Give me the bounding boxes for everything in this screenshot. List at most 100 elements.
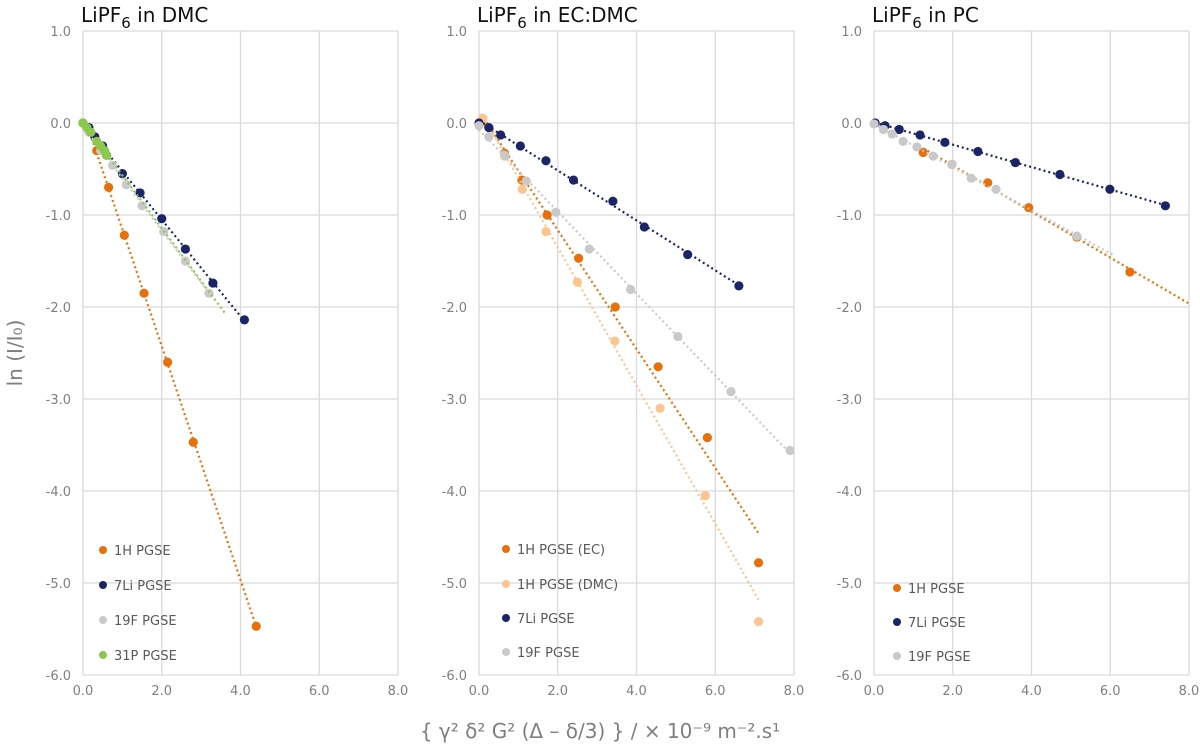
data-point (639, 222, 649, 232)
panel-title: LiPF6 in PC (872, 3, 979, 32)
data-point (947, 159, 957, 169)
y-tick-label: 0.0 (50, 117, 71, 132)
x-tick-label: 4.0 (1021, 684, 1042, 699)
y-tick-label: -3.0 (442, 393, 467, 408)
data-point (474, 121, 484, 131)
data-point (1105, 184, 1115, 194)
x-tick-label: 0.0 (469, 684, 490, 699)
y-tick-label: -1.0 (442, 209, 467, 224)
legend-label: 7Li PGSE (114, 579, 172, 594)
data-point (625, 284, 636, 295)
data-point (610, 302, 620, 312)
data-point (139, 288, 149, 298)
legend-marker (502, 614, 510, 622)
data-point (568, 175, 579, 185)
data-point (918, 147, 928, 158)
data-point (102, 150, 112, 160)
y-tick-label: -5.0 (442, 577, 467, 592)
data-point (894, 124, 904, 135)
y-tick-label: 0.0 (446, 117, 467, 132)
x-tick-label: 8.0 (1179, 684, 1200, 699)
data-point (869, 119, 879, 129)
data-point (655, 403, 665, 413)
legend-label: 7Li PGSE (517, 612, 575, 627)
data-point (107, 160, 118, 170)
data-point (1010, 157, 1020, 168)
title-main: LiPF (872, 3, 912, 27)
data-point (683, 249, 693, 260)
data-point (521, 176, 531, 186)
series-1h-pgse-dmc- (478, 113, 764, 627)
y-tick-label: -1.0 (46, 209, 71, 224)
data-point (753, 558, 764, 568)
data-point (1055, 169, 1065, 180)
x-tick-label: 6.0 (705, 684, 726, 699)
x-tick-label: 8.0 (784, 684, 805, 699)
data-point (572, 277, 583, 287)
series-1h-pgse-ec- (476, 113, 764, 568)
panel-2: 0.0 2.0 4.0 6.0 8.0 1.0 0.0 -1.0 -2.0 -3.0 -4.0 -5.… (442, 3, 805, 699)
trendline (480, 113, 760, 534)
data-point (753, 617, 764, 627)
y-tick-label: -4.0 (837, 485, 862, 500)
data-point (966, 173, 976, 183)
y-axis-label: ln (I/I₀) (3, 320, 27, 387)
data-point (1072, 231, 1082, 241)
y-tick-label: -6.0 (442, 669, 467, 684)
y-tick-label: -4.0 (442, 485, 467, 500)
data-point (1160, 201, 1170, 211)
panel-3: 0.0 2.0 4.0 6.0 8.0 1.0 0.0 -1.0 -2.0 -3.0 -4.0 -5.… (837, 3, 1200, 699)
legend-label: 31P PGSE (114, 649, 177, 664)
legend-marker (502, 580, 510, 588)
data-point (484, 123, 494, 133)
data-point (86, 127, 96, 137)
legend-label: 19F PGSE (517, 646, 580, 661)
legend-label: 1H PGSE (DMC) (517, 578, 618, 593)
data-point (119, 230, 129, 240)
x-tick-label: 4.0 (230, 684, 251, 699)
title-rest: in PC (922, 3, 979, 27)
y-tick-label: -6.0 (837, 669, 862, 684)
data-point (653, 362, 663, 372)
legend-label: 19F PGSE (908, 650, 971, 665)
y-tick-label: 1.0 (50, 25, 71, 40)
y-tick-label: 0.0 (841, 117, 862, 132)
data-point (734, 281, 744, 291)
panel-title: LiPF6 in DMC (81, 3, 208, 32)
data-point (251, 621, 261, 631)
data-point (551, 207, 561, 217)
x-tick-label: 4.0 (626, 684, 647, 699)
series-7li-pgse (474, 118, 744, 291)
data-point (542, 210, 552, 220)
series-1h-pgse (82, 123, 261, 631)
y-tick-label: -2.0 (46, 301, 71, 316)
data-point (785, 445, 795, 456)
x-tick-label: 8.0 (388, 684, 409, 699)
x-tick-label: 2.0 (547, 684, 568, 699)
legend-label: 1H PGSE (EC) (517, 543, 605, 558)
y-tick-label: -2.0 (442, 301, 467, 316)
legend-label: 1H PGSE (114, 544, 171, 559)
trendline (88, 133, 210, 294)
y-tick-label: -5.0 (837, 577, 862, 592)
data-point (541, 156, 551, 166)
data-point (163, 357, 173, 367)
data-point (121, 180, 131, 190)
data-point (517, 184, 527, 194)
data-point (541, 226, 551, 237)
trendline (85, 123, 258, 628)
legend-label: 19F PGSE (114, 614, 177, 629)
data-point (496, 130, 506, 140)
x-axis-label: { γ² δ² G² (Δ – δ/3) } / × 10⁻⁹ m⁻².s¹ (420, 719, 780, 743)
data-point (188, 437, 198, 447)
legend-marker (99, 546, 107, 554)
y-tick-label: -3.0 (46, 393, 71, 408)
title-rest: in DMC (131, 3, 209, 27)
data-point (208, 278, 218, 288)
legend-marker (893, 652, 901, 660)
data-point (584, 244, 594, 254)
data-point (499, 150, 510, 160)
legend-marker (99, 651, 107, 659)
data-point (898, 136, 908, 146)
